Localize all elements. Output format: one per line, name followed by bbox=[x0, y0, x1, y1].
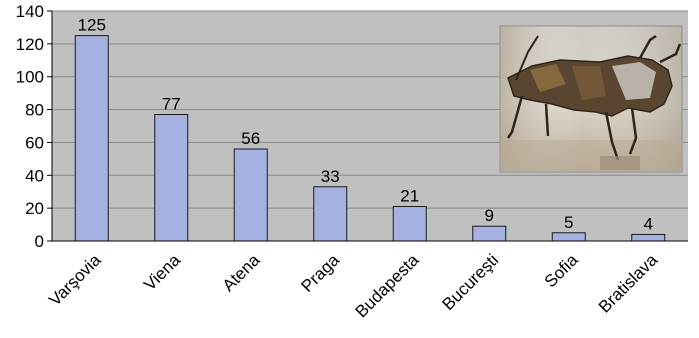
bar bbox=[154, 114, 189, 242]
bars bbox=[74, 35, 666, 242]
category-label: Praga bbox=[298, 250, 344, 296]
category-label: Bucureşti bbox=[439, 250, 503, 314]
y-tick-label: 120 bbox=[16, 35, 44, 54]
y-tick-label: 140 bbox=[16, 2, 44, 21]
category-label: Varşovia bbox=[45, 250, 105, 310]
bar-value-label: 4 bbox=[644, 214, 653, 233]
bar-value-label: 5 bbox=[564, 213, 573, 232]
y-tick-label: 60 bbox=[25, 133, 44, 152]
bar-value-label: 125 bbox=[78, 16, 106, 35]
bar bbox=[233, 148, 268, 242]
metal-bull-sculpture-photo bbox=[499, 25, 683, 173]
bar-value-label: 9 bbox=[485, 206, 494, 225]
y-tick-label: 20 bbox=[25, 199, 44, 218]
bar bbox=[551, 232, 586, 242]
y-tick-label: 0 bbox=[35, 232, 44, 251]
bar bbox=[631, 233, 666, 242]
y-axis-ticks: 0 20 40 60 80 100 120 140 bbox=[16, 2, 52, 251]
bar bbox=[472, 225, 507, 242]
bar-value-label: 21 bbox=[400, 187, 419, 206]
bar-value-label: 56 bbox=[241, 129, 260, 148]
category-labels: Varşovia Viena Atena Praga Budapesta Bucureşt… bbox=[45, 250, 661, 321]
y-tick-label: 80 bbox=[25, 101, 44, 120]
category-label: Sofia bbox=[541, 250, 582, 291]
category-label: Budapesta bbox=[352, 250, 423, 321]
category-label: Viena bbox=[140, 250, 184, 294]
bar bbox=[74, 35, 109, 242]
bar-value-label: 77 bbox=[162, 95, 181, 114]
bar-value-label: 33 bbox=[321, 167, 340, 186]
bar bbox=[392, 206, 427, 242]
data-labels: 125 77 56 33 21 9 5 4 bbox=[78, 16, 653, 234]
y-tick-label: 40 bbox=[25, 166, 44, 185]
bar bbox=[313, 186, 348, 242]
category-label: Atena bbox=[219, 250, 264, 295]
category-label: Bratislava bbox=[595, 250, 662, 317]
y-tick-label: 100 bbox=[16, 68, 44, 87]
